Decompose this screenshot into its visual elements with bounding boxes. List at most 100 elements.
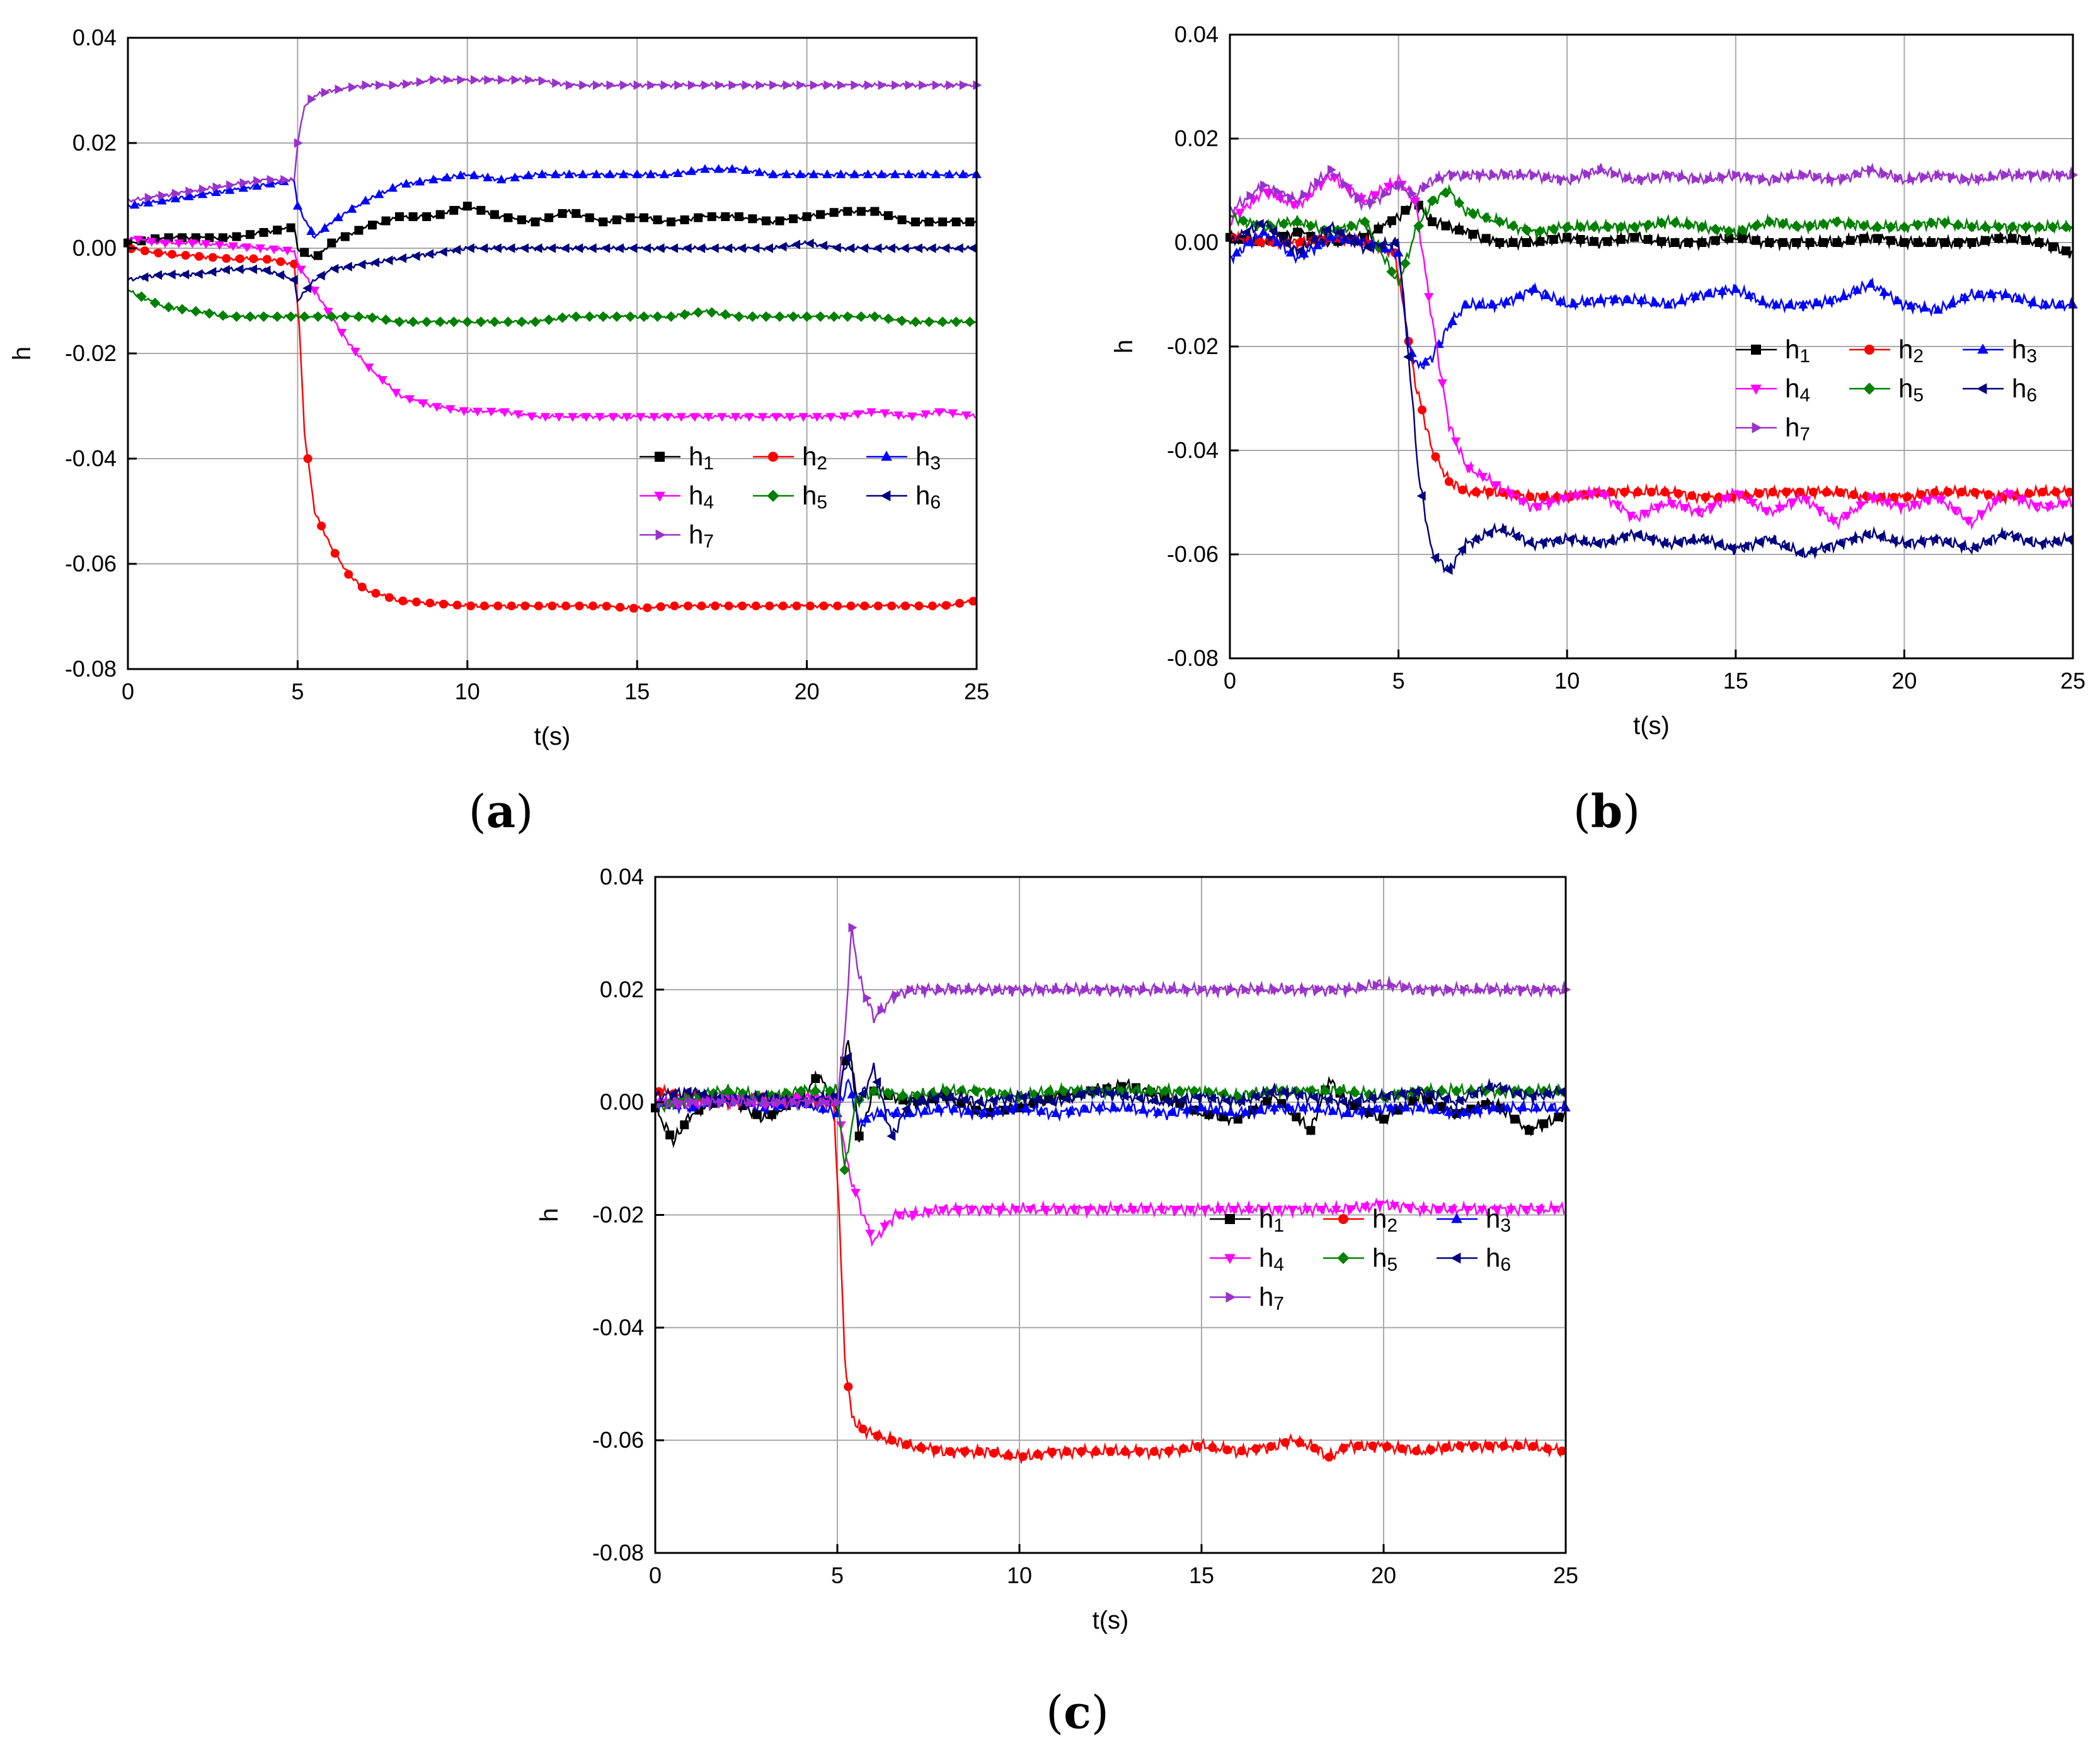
data-point	[1094, 1102, 1105, 1112]
data-point	[1919, 302, 1930, 312]
data-point	[1503, 170, 1512, 180]
data-point	[1245, 237, 1255, 246]
data-point	[1827, 174, 1836, 185]
data-point	[1258, 227, 1269, 236]
data-point	[792, 1094, 803, 1103]
data-point	[1673, 537, 1682, 547]
data-point	[136, 291, 147, 302]
data-point	[832, 243, 841, 253]
data-point	[1599, 491, 1609, 500]
data-point	[1320, 1085, 1331, 1097]
data-point	[483, 172, 493, 181]
data-point	[883, 313, 894, 324]
data-point	[1929, 534, 1939, 544]
data-point	[1460, 299, 1471, 309]
legend-marker	[1225, 1214, 1235, 1224]
data-point	[858, 1424, 868, 1434]
data-point	[1533, 985, 1542, 995]
data-point	[1469, 1089, 1479, 1099]
legend: h1 h2 h3 h4 h5 h6 h7	[1736, 335, 2037, 445]
data-point	[1903, 492, 1912, 501]
data-point	[1222, 1445, 1232, 1455]
data-point	[1256, 238, 1265, 247]
data-point	[1545, 498, 1556, 508]
series-line-h7	[654, 924, 1567, 1112]
data-point	[357, 260, 366, 270]
data-point	[1028, 1089, 1040, 1100]
data-point	[1578, 536, 1588, 547]
data-point	[982, 1205, 992, 1215]
data-point	[1363, 1089, 1375, 1100]
data-point	[1491, 481, 1501, 490]
data-point	[411, 251, 420, 261]
data-point	[394, 316, 405, 328]
data-point	[255, 244, 265, 253]
data-point	[1232, 1091, 1244, 1102]
data-point	[1476, 170, 1485, 180]
data-point	[403, 79, 412, 89]
data-point	[1805, 238, 1815, 247]
data-point	[1280, 1087, 1289, 1098]
data-point	[784, 413, 795, 422]
legend-marker	[655, 452, 665, 462]
data-point	[1667, 500, 1677, 509]
legend-marker	[1977, 343, 1988, 354]
y-tick-label: -0.02	[1167, 333, 1219, 359]
data-point	[897, 215, 907, 224]
data-point	[1349, 236, 1358, 247]
y-axis-label: h	[1110, 340, 1138, 353]
data-point	[968, 597, 978, 606]
data-point	[2014, 293, 2024, 302]
data-point	[1359, 216, 1370, 227]
data-point	[1690, 291, 1701, 301]
data-point	[693, 1090, 704, 1101]
data-point	[1942, 537, 1952, 547]
data-point	[1753, 537, 1763, 547]
x-tick-label: 15	[1189, 1562, 1214, 1588]
data-point	[1426, 1445, 1436, 1455]
x-tick-label: 5	[831, 1562, 844, 1588]
data-point	[208, 253, 217, 262]
data-point	[1404, 1204, 1414, 1213]
data-point	[861, 1114, 871, 1123]
series-h2	[1229, 230, 2074, 507]
data-point	[1057, 1085, 1069, 1097]
data-point	[1616, 235, 1626, 244]
data-point	[1975, 174, 1984, 185]
data-point	[1993, 221, 2004, 232]
y-tick-label: 0.04	[72, 25, 117, 50]
x-axis-label: t(s)	[1633, 712, 1670, 740]
legend-label: h2	[802, 442, 827, 474]
data-point	[226, 180, 236, 190]
series-h2	[654, 1083, 1567, 1465]
data-point	[568, 413, 578, 422]
data-point	[1426, 195, 1438, 207]
data-point	[248, 264, 257, 275]
data-point	[618, 169, 629, 178]
data-point	[1189, 1085, 1200, 1097]
data-point	[1879, 287, 1889, 296]
data-point	[140, 246, 149, 256]
data-point	[1109, 1102, 1119, 1112]
data-point	[1076, 1089, 1085, 1099]
data-point	[638, 311, 650, 322]
data-point	[1886, 236, 1895, 245]
data-point	[992, 1106, 1003, 1115]
legend-label: h3	[915, 442, 941, 474]
data-point	[1508, 238, 1518, 247]
data-point	[674, 80, 684, 90]
data-point	[1310, 1443, 1319, 1453]
data-point	[747, 311, 758, 322]
data-point	[1389, 238, 1399, 248]
data-point	[951, 316, 962, 328]
data-point	[994, 985, 1003, 995]
data-point	[516, 316, 527, 328]
data-point	[1592, 538, 1601, 549]
data-point	[744, 413, 754, 422]
data-point	[750, 243, 760, 253]
data-point	[317, 521, 326, 530]
data-point	[868, 1085, 880, 1097]
data-point	[313, 311, 324, 322]
x-tick-label: 5	[291, 678, 304, 704]
y-tick-label: 0.04	[1174, 21, 1219, 47]
